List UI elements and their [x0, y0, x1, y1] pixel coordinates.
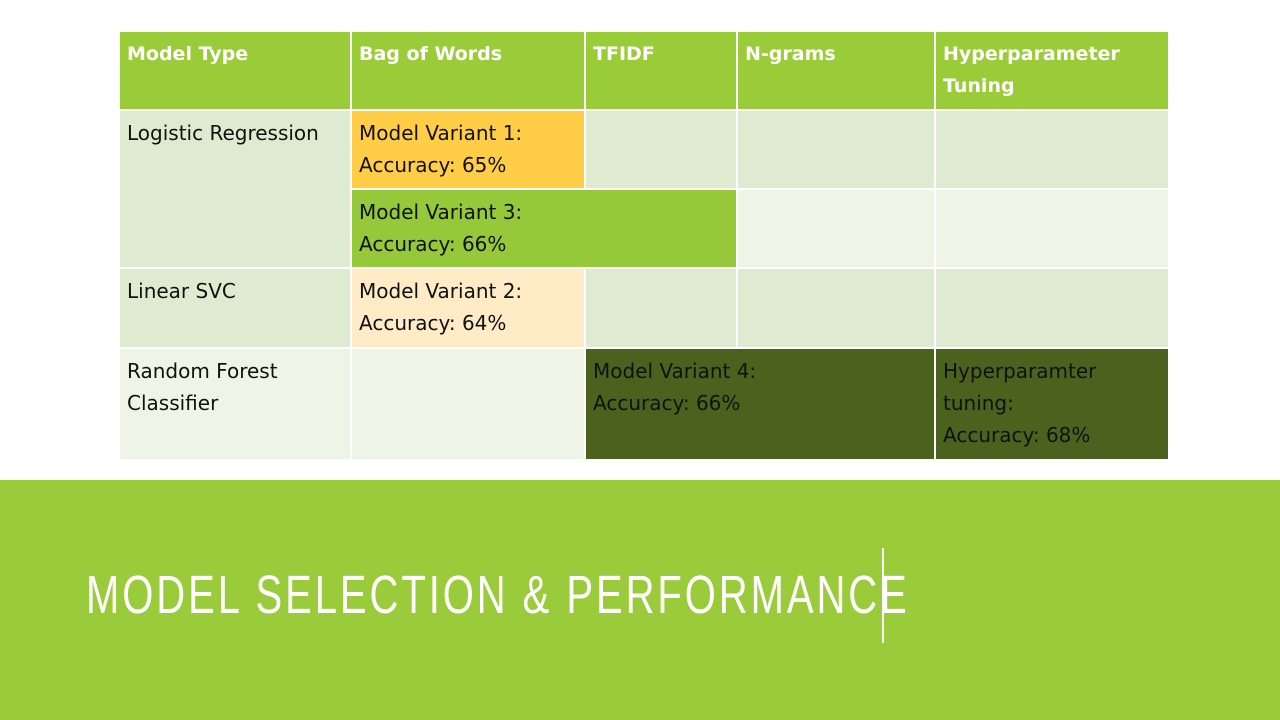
variant-accuracy: Accuracy: 65% [359, 153, 507, 177]
empty-cell [586, 269, 736, 347]
model-comparison-table: Model Type Bag of Words TFIDF N-grams Hy… [120, 32, 1168, 459]
empty-cell [738, 269, 934, 347]
empty-cell [936, 190, 1168, 267]
empty-cell [586, 111, 736, 188]
variant-accuracy: Accuracy: 66% [593, 391, 741, 415]
variant-name: Model Variant 1: [359, 121, 523, 145]
header-bag-of-words: Bag of Words [352, 32, 584, 109]
title-divider [882, 548, 884, 643]
hyperparameter-tuning-cell: Hyperparamter tuning: Accuracy: 68% [936, 349, 1168, 459]
empty-cell [352, 349, 584, 459]
row-label-linear-svc: Linear SVC [120, 269, 350, 347]
variant-accuracy: Accuracy: 66% [359, 232, 507, 256]
model-variant-2-cell: Model Variant 2: Accuracy: 64% [352, 269, 584, 347]
variant-name: Model Variant 2: [359, 279, 523, 303]
empty-cell [738, 190, 934, 267]
row-label-random-forest: Random Forest Classifier [120, 349, 350, 459]
header-n-grams: N-grams [738, 32, 934, 109]
title-banner [0, 480, 1280, 720]
row-label-logistic-regression: Logistic Regression [120, 111, 350, 267]
variant-name: Model Variant 4: [593, 359, 757, 383]
model-variant-1-cell: Model Variant 1: Accuracy: 65% [352, 111, 584, 188]
variant-name: Model Variant 3: [359, 200, 523, 224]
model-variant-4-cell: Model Variant 4: Accuracy: 66% [586, 349, 934, 459]
variant-accuracy: Accuracy: 64% [359, 311, 507, 335]
model-variant-3-cell: Model Variant 3: Accuracy: 66% [352, 190, 736, 267]
variant-accuracy: Accuracy: 68% [943, 423, 1091, 447]
header-hyperparameter-tuning: Hyperparameter Tuning [936, 32, 1168, 109]
variant-name: Hyperparamter tuning: [943, 359, 1097, 415]
header-tfidf: TFIDF [586, 32, 736, 109]
empty-cell [936, 269, 1168, 347]
header-model-type: Model Type [120, 32, 350, 109]
slide-title: Model Selection & Performance [86, 565, 910, 625]
empty-cell [738, 111, 934, 188]
empty-cell [936, 111, 1168, 188]
